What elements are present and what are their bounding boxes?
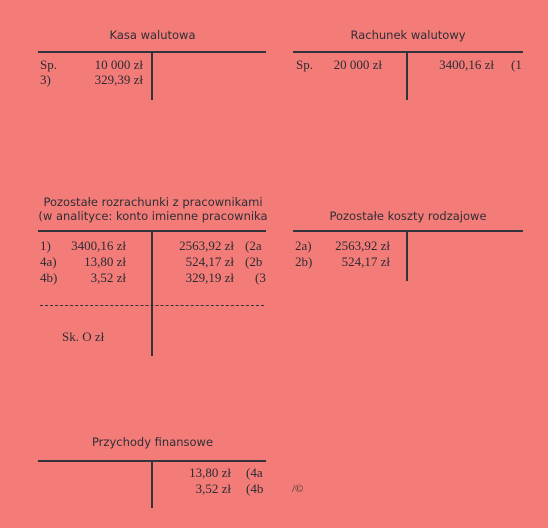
t-account-horizontal-line [293,230,523,232]
balance-dashed-line [40,305,264,306]
entry-amount: 13,80 zł [84,254,126,269]
entry-ref: (3 [255,270,266,285]
account-title: Rachunek walutowy [350,28,466,42]
entry-amount: 10 000 zł [94,57,143,72]
entry-ref: Sp. [296,57,313,72]
entry-amount: 2563,92 zł [179,238,234,253]
entry-amount: 3400,16 zł [439,57,494,72]
entry-ref: 1) [40,238,51,253]
entry-amount: 3,52 zł [90,270,126,285]
entry-amount: 3400,16 zł [71,238,126,253]
account-title: Pozostałe koszty rodzajowe [329,209,487,223]
entry-ref: (4b [246,481,264,496]
entry-ref: (1 [511,57,522,72]
entry-ref: 2b) [295,254,313,269]
entry-amount: 2563,92 zł [335,238,390,253]
t-account-vertical-line [406,231,408,281]
t-account-vertical-line [151,231,153,356]
handwritten-mark: /© [292,483,304,495]
entry-ref: 2a) [295,238,312,253]
entry-ref: (4a [246,465,263,480]
entry-amount: 13,80 zł [189,465,231,480]
account-title-analytics: (w analityce: konto imienne pracownika [38,209,268,223]
t-account-vertical-line [151,52,153,100]
t-account-horizontal-line [293,51,523,53]
t-account-vertical-line [151,461,153,508]
account-title: Przychody finansowe [91,435,214,449]
entry-amount: 524,17 zł [341,254,390,269]
entry-ref: (2b [245,254,263,269]
entry-amount: 329,19 zł [185,270,234,285]
entry-ref: 3) [40,72,51,87]
entry-ref: 4b) [40,270,58,285]
account-title: Kasa walutowa [109,28,196,42]
entry-amount: 329,39 zł [94,72,143,87]
entry-ref: 4a) [40,254,57,269]
entry-ref: (2a [245,238,262,253]
t-account-vertical-line [406,52,408,100]
entry-amount: 3,52 zł [195,481,231,496]
account-title: Pozostałe rozrachunki z pracownikami [43,195,263,209]
entry-ref: Sp. [40,57,57,72]
entry-amount: 20 000 zł [333,57,382,72]
closing-balance: Sk. O zł [62,329,105,344]
entry-amount: 524,17 zł [185,254,234,269]
